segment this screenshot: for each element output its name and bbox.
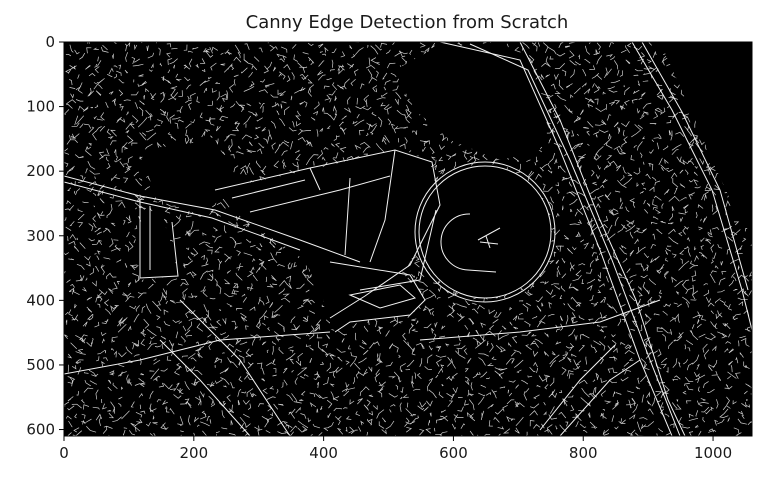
edge-left-block (139, 200, 179, 279)
edge-diagonal-road-1 (439, 42, 673, 436)
dark-region-upper-middle (395, 42, 545, 160)
y-tick-label: 100 (26, 98, 55, 116)
dark-region-left-shadow (135, 140, 240, 280)
edge-image (63, 41, 753, 437)
x-tick-label: 1000 (694, 444, 732, 462)
x-tick-label: 0 (59, 444, 69, 462)
image-frame (63, 41, 753, 437)
y-tick-label: 400 (26, 291, 55, 309)
y-tick-label: 600 (26, 421, 55, 439)
dark-region-roundabout (419, 166, 551, 298)
edge-lower-diagonals (159, 299, 641, 436)
edge-building-outline (214, 149, 441, 319)
y-tick-label: 300 (26, 227, 55, 245)
edge-lower-road (64, 299, 661, 375)
dark-region-lower-wedge (330, 260, 425, 330)
x-tick-label: 800 (569, 444, 598, 462)
x-tick-label: 600 (439, 444, 468, 462)
y-tick-label: 200 (26, 162, 55, 180)
edge-roundabout-ring (414, 161, 556, 303)
chart-title: Canny Edge Detection from Scratch (246, 12, 569, 33)
x-axis: 0 200 400 600 800 1000 (59, 436, 732, 462)
edge-lower-wedge (329, 261, 426, 333)
edge-road-left (64, 175, 361, 263)
edge-road-right-inner (641, 42, 749, 291)
x-tick-label: 400 (309, 444, 338, 462)
y-axis: 0 100 200 300 400 500 600 (26, 33, 64, 439)
edge-roundabout-outer (418, 165, 552, 299)
edge-roundabout-inner-arc (440, 213, 497, 273)
edge-road-left-2 (64, 181, 301, 251)
dark-region-top-right (660, 42, 752, 236)
y-tick-label: 500 (26, 356, 55, 374)
edge-diagonal-road-3 (519, 42, 686, 436)
x-tick-label: 200 (179, 444, 208, 462)
dark-regions (135, 42, 752, 330)
edge-structures (64, 42, 752, 436)
edge-road-right (631, 42, 752, 331)
y-tick-label: 0 (45, 33, 55, 51)
edge-roundabout-spokes (477, 227, 501, 249)
edge-diagonal-road-2 (469, 43, 681, 436)
